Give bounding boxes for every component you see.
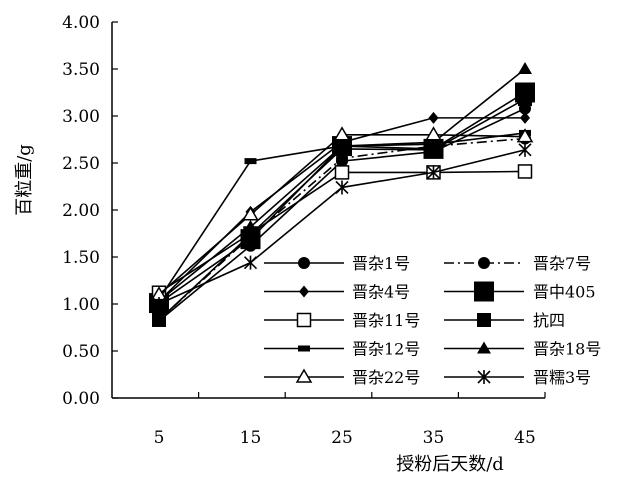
y-tick-label: 0.50 [62, 342, 100, 362]
legend-marker [477, 313, 491, 327]
legend-marker [299, 285, 309, 298]
data-point [334, 165, 350, 180]
data-point [426, 135, 441, 148]
legend-item: 抗四 [444, 311, 565, 330]
y-tick-label: 2.00 [62, 201, 100, 221]
y-tick-label: 1.50 [62, 248, 100, 268]
legend-label: 晋杂7号 [533, 254, 591, 273]
legend-label: 晋糯3号 [533, 368, 591, 387]
series-layer [149, 62, 535, 327]
legend-item: 晋杂18号 [444, 340, 601, 359]
legend-label: 晋杂22号 [352, 368, 420, 387]
x-tick-label: 25 [331, 428, 353, 448]
data-point [516, 128, 534, 143]
legend-label: 晋杂4号 [352, 283, 410, 302]
legend-marker [477, 341, 491, 354]
data-point [520, 111, 530, 124]
legend-item: 晋杂7号 [444, 254, 591, 273]
data-point [518, 142, 532, 157]
legend-item: 晋糯3号 [444, 368, 591, 387]
series-10 [152, 142, 532, 311]
y-tick-label: 4.00 [62, 13, 100, 33]
y-tick-label: 1.00 [62, 295, 100, 315]
legend-marker [298, 345, 310, 352]
y-tick-label: 0.00 [62, 389, 100, 409]
legend-item: 晋杂12号 [264, 340, 420, 359]
data-point [335, 139, 349, 152]
x-axis-title: 授粉后天数/d [396, 454, 504, 475]
x-tick-label: 15 [240, 428, 262, 448]
legend-label: 晋杂1号 [352, 254, 410, 273]
data-point [335, 180, 349, 195]
data-point [243, 219, 258, 232]
series-line [158, 91, 526, 304]
x-tick-label: 45 [514, 428, 536, 448]
series-5 [151, 164, 533, 300]
axes: 0.00 0.50 1.00 1.50 2.00 2.50 3.00 3.50 4.00 5 15 2… [62, 13, 546, 448]
series-9 [150, 126, 534, 301]
legend-marker [298, 257, 310, 269]
legend-label: 晋杂11号 [352, 311, 420, 330]
data-point [242, 206, 259, 221]
data-point [243, 255, 258, 270]
data-point [152, 312, 166, 327]
data-point [152, 297, 166, 311]
legend-item: 晋中405 [444, 281, 596, 302]
data-point [425, 126, 442, 141]
legend-label: 晋杂12号 [352, 340, 420, 359]
data-point [518, 92, 532, 107]
legend-marker [478, 257, 490, 269]
data-point [517, 164, 533, 179]
legend-marker [296, 312, 312, 328]
y-tick-label: 3.50 [62, 60, 100, 80]
y-tick-label: 3.00 [62, 107, 100, 127]
legend-item: 晋杂22号 [264, 368, 420, 387]
x-tick-label: 5 [154, 428, 165, 448]
data-point [333, 126, 351, 141]
legend-label: 抗四 [533, 311, 565, 330]
legend-marker [477, 370, 491, 384]
x-tick-label: 35 [423, 428, 445, 448]
legend-item: 晋杂1号 [264, 254, 410, 273]
y-tick-label: 2.50 [62, 154, 100, 174]
legend-label: 晋杂18号 [533, 340, 601, 359]
legend-item: 晋杂4号 [264, 283, 410, 302]
data-point [244, 158, 257, 165]
y-axis-title: 百粒重/g [14, 144, 35, 216]
data-point [518, 62, 532, 74]
legend-marker [474, 281, 494, 302]
data-point [426, 165, 441, 180]
legend-item: 晋杂11号 [264, 311, 420, 330]
legend-label: 晋中405 [533, 283, 596, 302]
legend-marker [295, 368, 313, 383]
data-point [428, 111, 439, 124]
